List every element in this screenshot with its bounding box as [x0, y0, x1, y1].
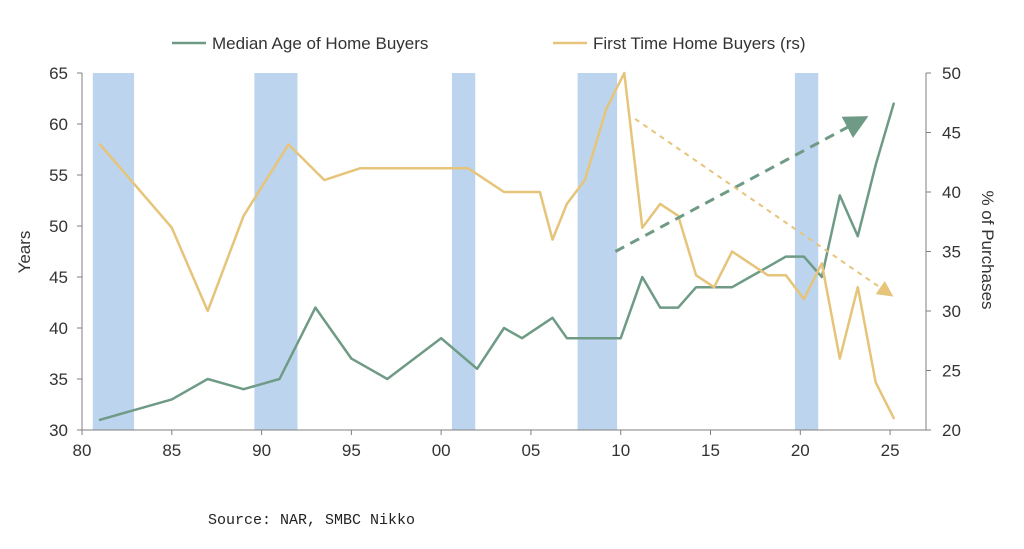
x-tick-label: 20 [791, 441, 810, 460]
y-left-tick-label: 35 [49, 370, 68, 389]
recession-shading [92, 73, 819, 430]
y-axis-left-title: Years [15, 231, 34, 274]
y-axis-right-title: % of Purchases [978, 190, 997, 309]
x-tick-label: 05 [521, 441, 540, 460]
x-tick-label: 85 [162, 441, 181, 460]
y-right-tick-label: 30 [942, 302, 961, 321]
shaded-period-1 [254, 73, 298, 430]
axes: 80 85 90 95 00 05 10 15 20 25 30 35 40 45 50 55 60 65 20 25… [49, 64, 961, 460]
legend-label-first-time: First Time Home Buyers (rs) [593, 34, 806, 53]
x-tick-label: 15 [701, 441, 720, 460]
y-right-tick-label: 35 [942, 243, 961, 262]
y-left-tick-label: 65 [49, 64, 68, 83]
y-right-tick-label: 40 [942, 183, 961, 202]
x-tick-label: 00 [432, 441, 451, 460]
source-note: Source: NAR, SMBC Nikko [208, 512, 416, 529]
y-right-tick-label: 50 [942, 64, 961, 83]
y-left-tick-label: 50 [49, 217, 68, 236]
y-left-tick-label: 45 [49, 268, 68, 287]
trend-arrow-up [614, 116, 869, 253]
series-line-first-time-buyers [98, 71, 895, 420]
y-right-tick-label: 25 [942, 362, 961, 381]
x-tick-label: 10 [611, 441, 630, 460]
trend-arrow-down [634, 118, 894, 297]
series-line-median-age [98, 102, 895, 422]
trend-arrows [614, 116, 894, 297]
y-left-tick-label: 60 [49, 115, 68, 134]
legend-label-median-age: Median Age of Home Buyers [212, 34, 428, 53]
x-tick-label: 25 [881, 441, 900, 460]
y-left-tick-label: 55 [49, 166, 68, 185]
x-tick-label: 95 [342, 441, 361, 460]
legend: Median Age of Home Buyers First Time Hom… [172, 34, 806, 53]
shaded-period-3 [577, 73, 618, 430]
x-tick-label: 90 [252, 441, 271, 460]
shaded-period-4 [794, 73, 819, 430]
y-left-tick-label: 30 [49, 421, 68, 440]
y-right-tick-label: 20 [942, 421, 961, 440]
y-right-tick-label: 45 [942, 124, 961, 143]
y-left-tick-label: 40 [49, 319, 68, 338]
x-tick-label: 80 [73, 441, 92, 460]
shaded-period-2 [451, 73, 476, 430]
series-lines [98, 71, 895, 422]
shaded-period-0 [92, 73, 135, 430]
